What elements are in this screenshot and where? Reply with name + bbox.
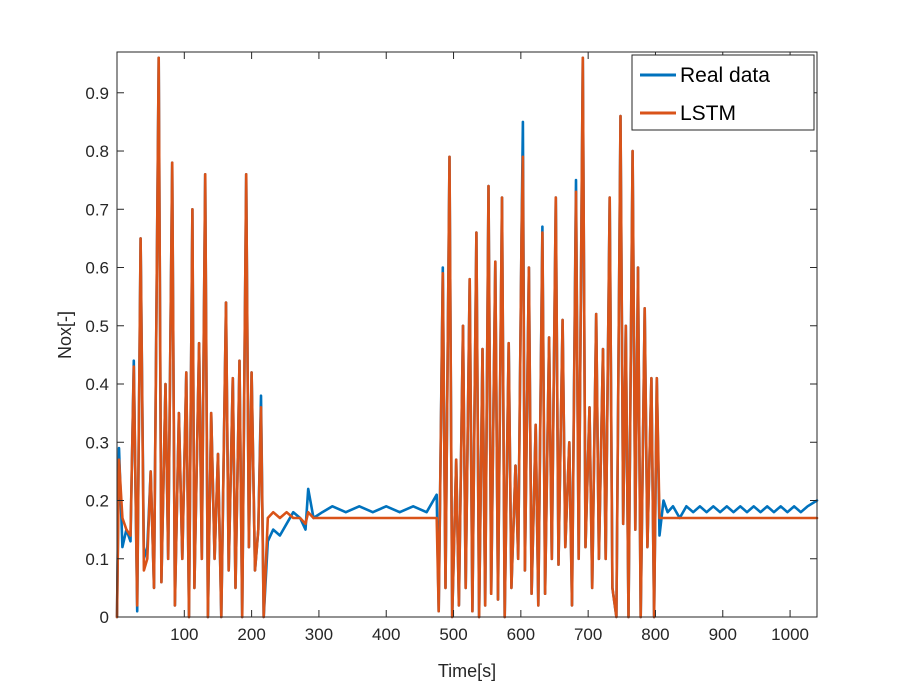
x-axis: 100 200 300 400 500 600 700 800 900 1000 bbox=[170, 52, 809, 644]
legend-box bbox=[631, 54, 815, 131]
legend: Real data LSTM bbox=[631, 54, 815, 131]
y-tick-label: 0.4 bbox=[85, 375, 109, 394]
x-tick-label: 400 bbox=[372, 625, 400, 644]
y-tick-label: 0.3 bbox=[85, 433, 109, 452]
x-axis-title: Time[s] bbox=[438, 661, 496, 681]
y-tick-label: 0.1 bbox=[85, 550, 109, 569]
x-tick-label: 100 bbox=[170, 625, 198, 644]
x-tick-label: 900 bbox=[709, 625, 737, 644]
plot-frame bbox=[116, 51, 818, 618]
x-tick-label: 700 bbox=[574, 625, 602, 644]
x-tick-label: 800 bbox=[641, 625, 669, 644]
x-tick-label: 600 bbox=[507, 625, 535, 644]
x-tick-label: 300 bbox=[305, 625, 333, 644]
y-axis-title: Nox[-] bbox=[55, 311, 75, 359]
y-tick-label: 0.9 bbox=[85, 84, 109, 103]
x-tick-label: 200 bbox=[237, 625, 265, 644]
y-tick-label: 0.8 bbox=[85, 142, 109, 161]
legend-label-real-data: Real data bbox=[680, 64, 770, 87]
y-tick-label: 0.6 bbox=[85, 259, 109, 278]
x-tick-label: 1000 bbox=[771, 625, 809, 644]
legend-label-lstm: LSTM bbox=[680, 102, 736, 125]
x-tick-label: 500 bbox=[439, 625, 467, 644]
y-tick-label: 0.7 bbox=[85, 200, 109, 219]
y-tick-label: 0.2 bbox=[85, 492, 109, 511]
y-tick-label: 0 bbox=[100, 608, 109, 627]
y-tick-label: 0.5 bbox=[85, 317, 109, 336]
y-axis: 0 0.1 0.2 0.3 0.4 0.5 0.6 0.7 0.8 0.9 bbox=[85, 84, 817, 627]
